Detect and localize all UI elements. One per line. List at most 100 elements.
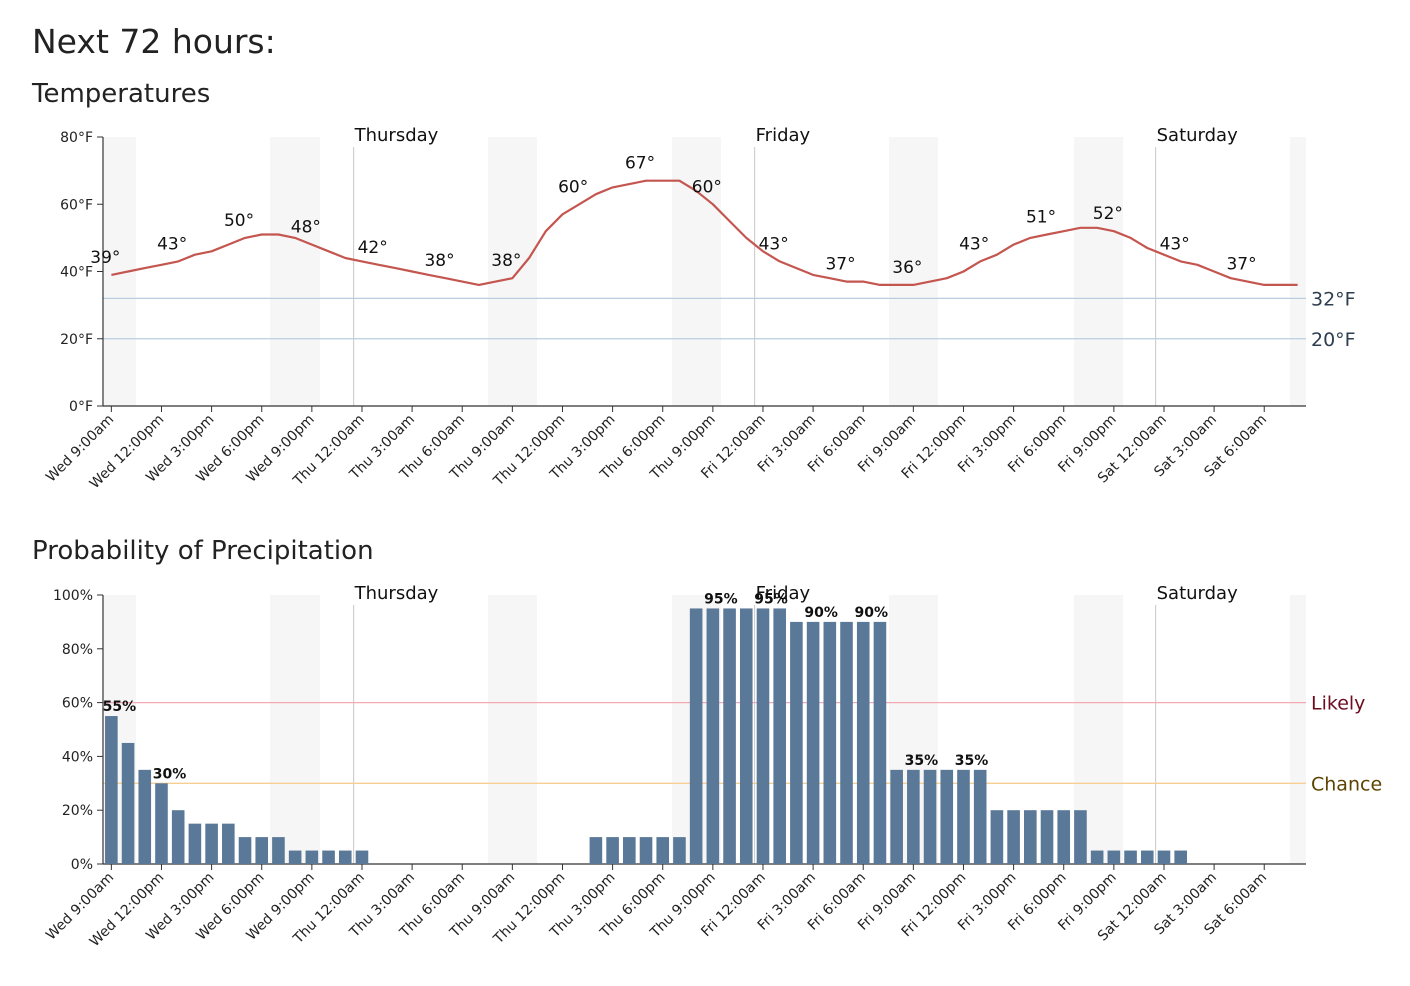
- bar: [1024, 810, 1037, 864]
- shade-band: [270, 137, 320, 406]
- bar: [689, 608, 703, 864]
- bar: [806, 621, 820, 864]
- bar: [1107, 850, 1121, 864]
- bar: [1057, 810, 1071, 864]
- reference-label: 32°F: [1311, 288, 1356, 310]
- y-tick-label: 0°F: [69, 399, 93, 415]
- bar: [673, 837, 686, 864]
- bar: [790, 621, 803, 864]
- value-label: 42°: [358, 238, 388, 258]
- value-label: 60°: [558, 177, 588, 197]
- bar: [840, 621, 853, 864]
- value-label: 43°: [959, 234, 989, 254]
- day-label: Saturday: [1157, 583, 1238, 604]
- value-label: 43°: [157, 234, 187, 254]
- value-label: 51°: [1026, 208, 1056, 228]
- value-label: 48°: [291, 218, 321, 238]
- bar: [856, 621, 870, 864]
- shade-band: [889, 137, 938, 406]
- chart-title: Probability of Precipitation: [32, 536, 374, 566]
- bar: [957, 769, 970, 864]
- day-label: Saturday: [1157, 125, 1238, 146]
- y-tick-label: 80°F: [60, 130, 93, 146]
- bar: [756, 608, 770, 864]
- day-label: Thursday: [354, 583, 439, 604]
- reference-label: Likely: [1311, 693, 1365, 715]
- bar: [155, 783, 168, 864]
- value-label: 35%: [955, 753, 989, 769]
- value-label: 43°: [1160, 234, 1190, 254]
- shade-band: [488, 137, 537, 406]
- bar: [272, 837, 285, 864]
- bar: [288, 850, 302, 864]
- y-tick-label: 60°F: [60, 197, 93, 213]
- bar: [355, 850, 369, 864]
- value-label: 35%: [905, 753, 939, 769]
- shade-band: [488, 595, 537, 864]
- day-label: Friday: [756, 583, 811, 604]
- bar: [773, 608, 786, 864]
- bar: [656, 837, 670, 864]
- day-label: Thursday: [354, 125, 439, 146]
- bar: [723, 608, 736, 864]
- y-tick-label: 20%: [62, 803, 93, 819]
- bar: [322, 850, 335, 864]
- shade-band: [1290, 595, 1306, 864]
- bar: [305, 850, 319, 864]
- value-label: 36°: [892, 258, 922, 278]
- bar: [923, 769, 937, 864]
- reference-label: Chance: [1311, 773, 1382, 795]
- bar: [238, 837, 252, 864]
- shade-band: [1290, 137, 1306, 406]
- bar: [1157, 850, 1171, 864]
- bar: [105, 716, 118, 864]
- value-label: 95%: [754, 591, 788, 607]
- bar: [706, 608, 720, 864]
- value-label: 52°: [1093, 204, 1123, 224]
- shade-band: [270, 595, 320, 864]
- bar: [639, 837, 653, 864]
- bar: [1040, 810, 1054, 864]
- bar: [1090, 850, 1104, 864]
- bar: [171, 810, 185, 864]
- day-label: Friday: [756, 125, 811, 146]
- bar: [1140, 850, 1154, 864]
- value-label: 30%: [153, 766, 187, 782]
- value-label: 90%: [854, 605, 888, 621]
- bar: [1007, 810, 1020, 864]
- value-label: 67°: [625, 154, 655, 174]
- value-label: 37°: [825, 255, 855, 275]
- value-label: 39°: [90, 248, 120, 268]
- bar: [873, 621, 887, 864]
- value-label: 38°: [491, 251, 521, 271]
- bar: [1074, 810, 1087, 864]
- bar: [990, 810, 1004, 864]
- value-label: 95%: [704, 591, 738, 607]
- bar: [121, 742, 135, 864]
- bar: [1124, 850, 1137, 864]
- y-tick-label: 20°F: [60, 332, 93, 348]
- bar: [739, 608, 753, 864]
- value-label: 55%: [103, 699, 137, 715]
- y-tick-label: 80%: [62, 642, 93, 658]
- bar: [907, 769, 920, 864]
- chart-title: Temperatures: [31, 79, 210, 109]
- y-tick-label: 60%: [62, 696, 93, 712]
- bar: [1174, 850, 1187, 864]
- bar: [890, 769, 903, 864]
- bar: [606, 837, 619, 864]
- value-label: 43°: [759, 234, 789, 254]
- bar: [222, 823, 235, 864]
- bar: [623, 837, 636, 864]
- value-label: 38°: [424, 251, 454, 271]
- value-label: 90%: [804, 605, 838, 621]
- bar: [138, 769, 152, 864]
- value-label: 50°: [224, 211, 254, 231]
- bar: [205, 823, 218, 864]
- reference-label: 20°F: [1311, 329, 1356, 351]
- y-tick-label: 100%: [53, 588, 93, 604]
- bar: [589, 837, 603, 864]
- y-tick-label: 40°F: [60, 265, 93, 281]
